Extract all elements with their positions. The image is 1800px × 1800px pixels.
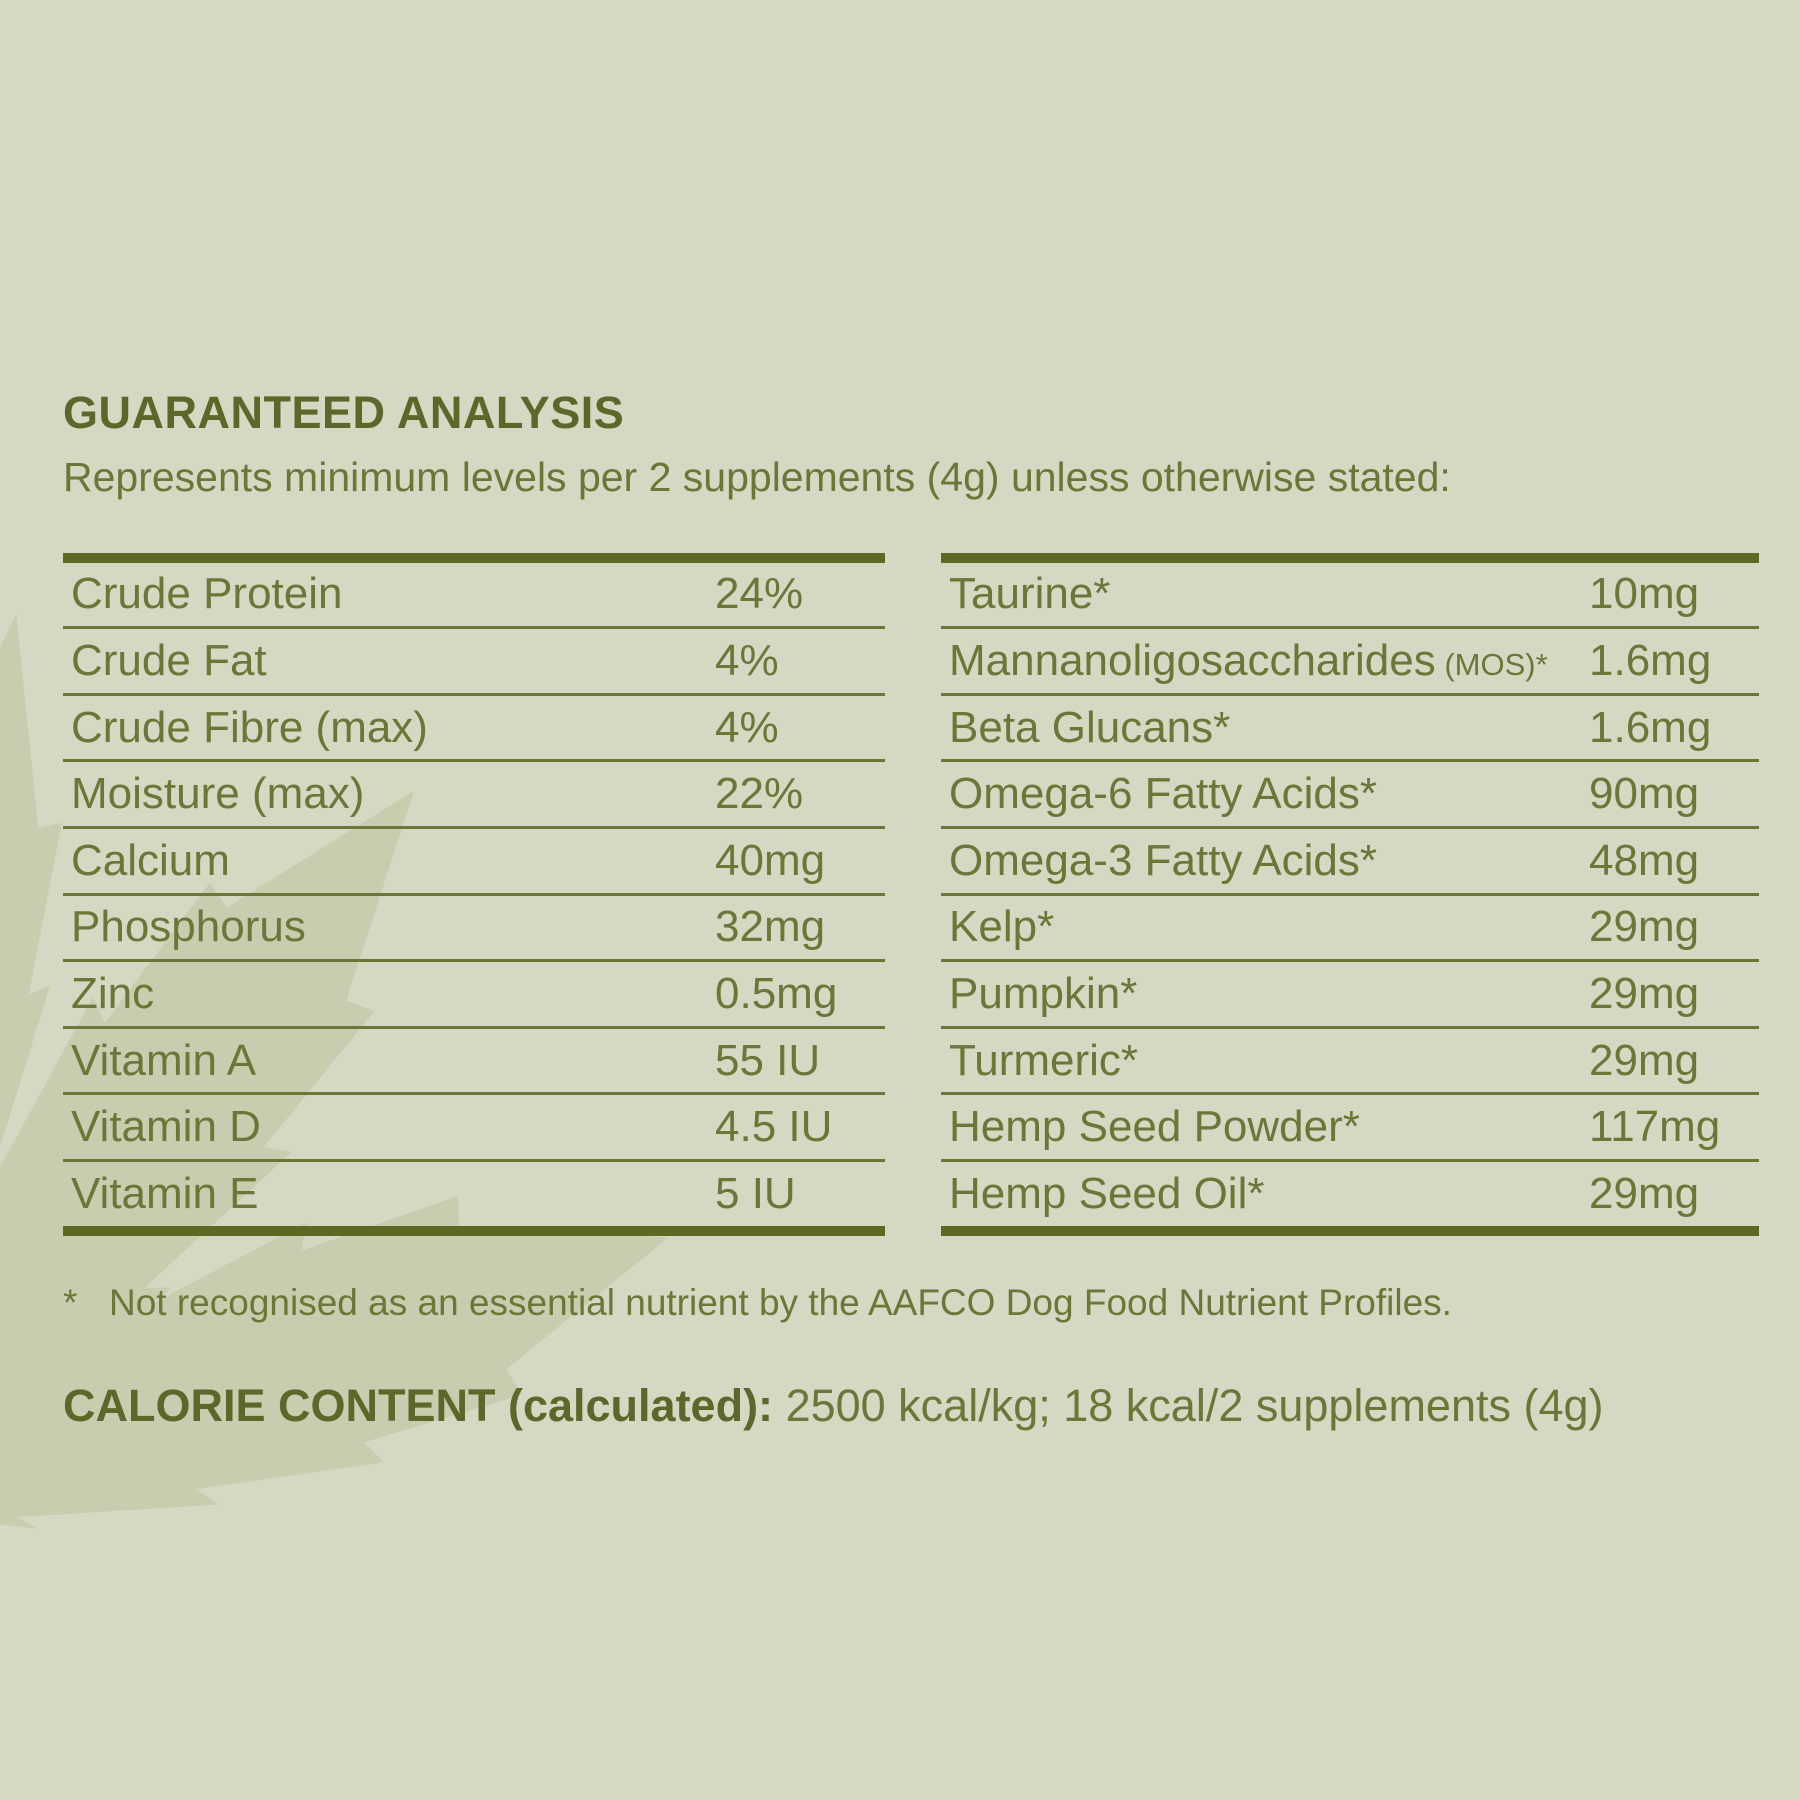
table-row: Crude Fibre (max) 4% [63, 696, 885, 763]
guaranteed-analysis-panel: GUARANTEED ANALYSIS Represents minimum l… [63, 388, 1760, 1432]
table-row: Crude Fat 4% [63, 629, 885, 696]
nutrient-label: Crude Protein [71, 569, 343, 619]
table-row: Mannanoligosaccharides (MOS)* 1.6mg [941, 629, 1759, 696]
nutrient-label: Pumpkin* [949, 969, 1138, 1018]
table-row: Pumpkin* 29mg [941, 962, 1759, 1029]
nutrient-label: Kelp* [949, 902, 1055, 952]
nutrient-label: Omega-3 Fatty Acids* [949, 835, 1377, 885]
table-row: Phosphorus 32mg [63, 896, 885, 963]
nutrient-value: 117mg [1589, 1102, 1721, 1152]
calorie-content-label: CALORIE CONTENT (calculated): [63, 1379, 774, 1431]
table-row: Hemp Seed Oil* 29mg [941, 1162, 1759, 1226]
nutrient-label: Phosphorus [71, 902, 306, 952]
nutrient-label: Vitamin A [71, 1035, 257, 1085]
analysis-table-right: Taurine* 10mg Mannanoligosaccharides (MOS)… [941, 552, 1759, 1236]
table-row: Vitamin D 4.5 IU [63, 1095, 885, 1162]
table-row: Beta Glucans* 1.6mg [941, 696, 1759, 763]
nutrient-label: Hemp Seed Powder* [949, 1102, 1360, 1152]
calorie-content-value: 2500 kcal/kg; 18 kcal/2 supplements (4g) [785, 1379, 1604, 1431]
nutrient-label-small: (MOS)* [1435, 647, 1548, 683]
nutrient-value: 29mg [1589, 902, 1700, 952]
nutrient-label: Turmeric* [949, 1035, 1139, 1085]
nutrient-value: 29mg [1589, 1035, 1700, 1085]
nutrient-label: Calcium [71, 835, 230, 885]
nutrient-value: 4% [715, 636, 779, 686]
table-row: Turmeric* 29mg [941, 1029, 1759, 1096]
nutrient-value: 29mg [1589, 969, 1700, 1018]
table-row: Crude Protein 24% [63, 563, 885, 630]
table-row: Omega-6 Fatty Acids* 90mg [941, 762, 1759, 830]
nutrient-value: 4.5 IU [715, 1102, 833, 1152]
table-row: Omega-3 Fatty Acids* 48mg [941, 829, 1759, 896]
nutrient-value: 5 IU [715, 1168, 796, 1218]
footnote-text: Not recognised as an essential nutrient … [109, 1281, 1452, 1323]
nutrient-label: Omega-6 Fatty Acids* [949, 769, 1377, 819]
table-row: Vitamin A 55 IU [63, 1029, 885, 1096]
section-title: GUARANTEED ANALYSIS [63, 387, 625, 438]
nutrient-label: Zinc [71, 969, 155, 1018]
nutrient-label: Vitamin D [71, 1102, 261, 1152]
table-row: Moisture (max) 22% [63, 762, 885, 830]
nutrient-value: 1.6mg [1589, 636, 1712, 686]
nutrient-label: Beta Glucans* [949, 702, 1231, 752]
nutrient-label: Hemp Seed Oil* [949, 1168, 1265, 1218]
nutrient-value: 29mg [1589, 1168, 1700, 1218]
aafco-footnote: * Not recognised as an essential nutrient… [63, 1282, 1760, 1324]
table-row: Calcium 40mg [63, 829, 885, 896]
table-row: Vitamin E 5 IU [63, 1162, 885, 1226]
nutrient-label: Mannanoligosaccharides (MOS)* [949, 636, 1548, 686]
footnote-asterisk: * [63, 1281, 78, 1323]
table-row: Zinc 0.5mg [63, 962, 885, 1029]
nutrient-value: 55 IU [715, 1035, 821, 1085]
table-row: Hemp Seed Powder* 117mg [941, 1095, 1759, 1162]
table-row: Kelp* 29mg [941, 896, 1759, 963]
nutrient-value: 0.5mg [715, 969, 838, 1018]
section-subtitle: Represents minimum levels per 2 suppleme… [63, 453, 1451, 500]
nutrient-label: Moisture (max) [71, 769, 365, 819]
nutrient-value: 90mg [1589, 769, 1700, 819]
nutrient-label: Crude Fibre (max) [71, 702, 428, 752]
nutrient-value: 40mg [715, 835, 826, 885]
nutrient-value: 4% [715, 702, 779, 752]
table-row: Taurine* 10mg [941, 563, 1759, 630]
analysis-tables: Crude Protein 24% Crude Fat 4% Crude Fibre (… [63, 552, 1760, 1236]
nutrient-label: Crude Fat [71, 636, 267, 686]
nutrient-value: 10mg [1589, 569, 1700, 619]
calorie-content-line: CALORIE CONTENT (calculated): 2500 kcal/… [63, 1380, 1760, 1432]
nutrient-value: 22% [715, 769, 804, 819]
nutrient-value: 1.6mg [1589, 702, 1712, 752]
nutrient-label: Taurine* [949, 569, 1111, 619]
nutrient-label: Vitamin E [71, 1168, 259, 1218]
nutrient-value: 32mg [715, 902, 826, 952]
nutrient-value: 48mg [1589, 835, 1700, 885]
analysis-table-left: Crude Protein 24% Crude Fat 4% Crude Fibre (… [63, 552, 885, 1236]
nutrient-value: 24% [715, 569, 804, 619]
